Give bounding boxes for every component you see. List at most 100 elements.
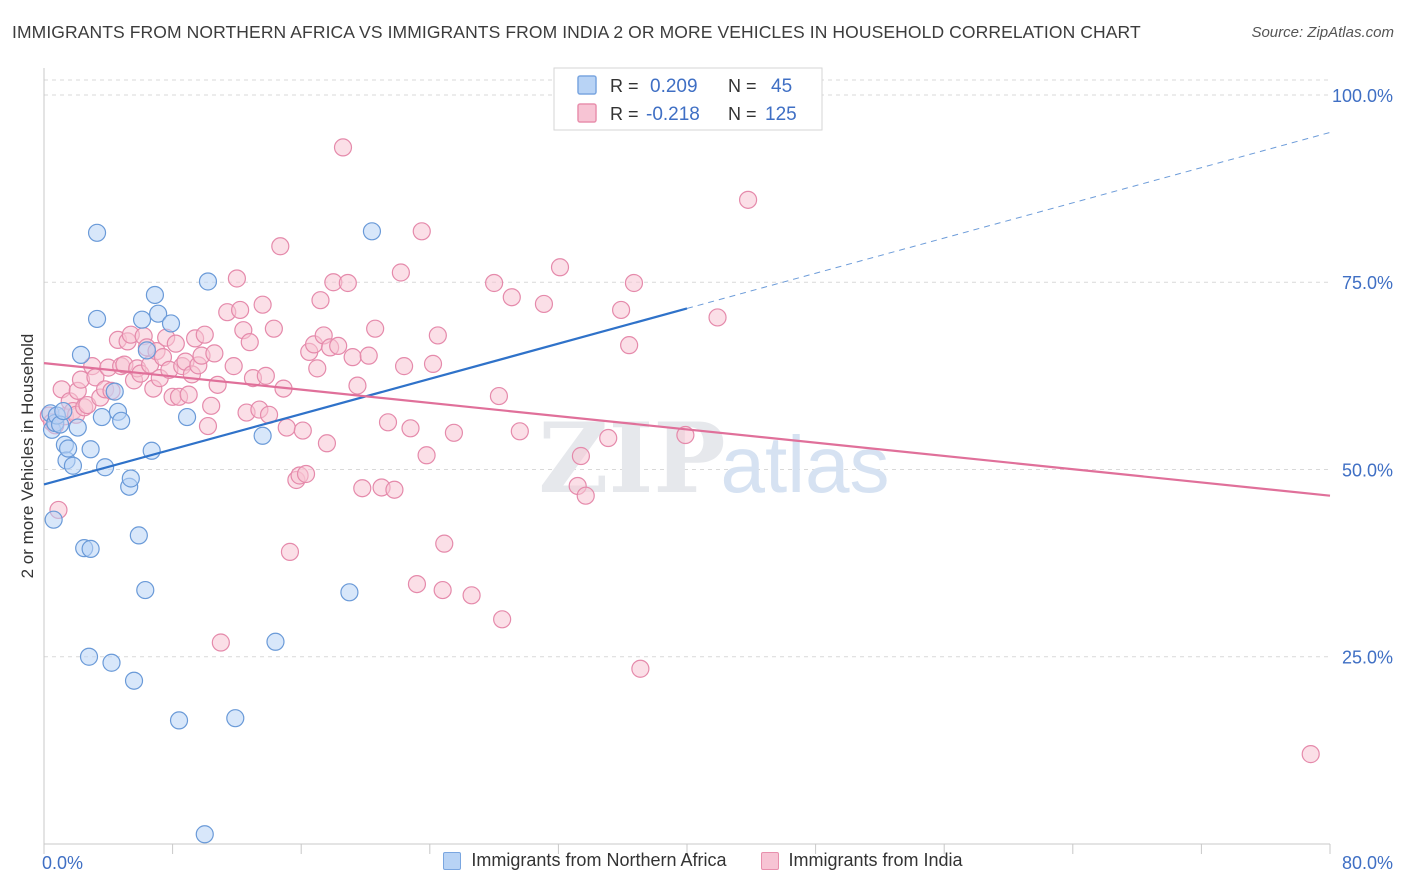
- india-point-91: [385, 480, 404, 499]
- india-point-53: [224, 357, 243, 376]
- india-point-88: [366, 319, 385, 338]
- india-point-93: [394, 357, 414, 376]
- northern-africa-point-26: [121, 469, 140, 488]
- india-point-103: [462, 586, 481, 605]
- india-point-104: [485, 273, 504, 293]
- legend-r-value-2: -0.218: [646, 104, 700, 125]
- india-point-67: [277, 418, 296, 437]
- india-point-50: [208, 375, 227, 394]
- northern-africa-point-43: [340, 583, 359, 602]
- india-point-48: [202, 396, 221, 415]
- india-point-71: [293, 421, 312, 440]
- india-point-99: [428, 326, 447, 345]
- india-point-62: [256, 366, 275, 385]
- india-point-121: [738, 190, 758, 209]
- northern-africa-point-39: [198, 272, 218, 291]
- india-point-113: [576, 486, 595, 505]
- northern-africa-point-17: [87, 309, 107, 329]
- india-point-46: [195, 325, 214, 344]
- chart-title: IMMIGRANTS FROM NORTHERN AFRICA VS IMMIG…: [12, 22, 1141, 42]
- correlation-legend-box: [553, 67, 823, 131]
- northern-africa-point-34: [149, 304, 168, 323]
- northern-africa-point-30: [137, 341, 156, 360]
- india-point-75: [308, 359, 327, 378]
- northern-africa-point-24: [112, 411, 131, 430]
- legend-r-label-1: R =: [610, 76, 639, 96]
- india-point-116: [620, 336, 639, 355]
- india-point-54: [227, 269, 246, 288]
- northern-africa-point-37: [177, 407, 197, 427]
- x-tick-label-start: 0.0%: [42, 853, 83, 873]
- india-point-112: [571, 446, 591, 466]
- india-point-37: [166, 334, 185, 353]
- legend-item-india: Immigrants from India: [760, 850, 963, 871]
- northern-africa-point-21: [102, 653, 121, 672]
- northern-africa-point-28: [129, 526, 148, 545]
- northern-africa-point-11: [68, 418, 87, 437]
- series-northern-africa-points: [41, 222, 382, 844]
- legend-label-india: Immigrants from India: [788, 850, 963, 870]
- india-point-47: [198, 416, 218, 436]
- northern-africa-point-9: [59, 439, 78, 458]
- legend-label-northern-africa: Immigrants from Northern Africa: [471, 850, 727, 870]
- india-point-58: [240, 333, 259, 352]
- trend-line-northern-africa-extension: [686, 131, 1331, 309]
- northern-africa-point-10: [63, 456, 83, 475]
- x-tick-label-end: 80.0%: [1342, 853, 1393, 873]
- india-point-65: [271, 237, 290, 256]
- india-point-115: [611, 300, 631, 320]
- legend-r-label-2: R =: [610, 104, 639, 124]
- northern-africa-point-22: [105, 382, 124, 401]
- india-point-97: [417, 446, 436, 465]
- india-point-68: [280, 542, 300, 561]
- y-tick-label-0: 25.0%: [1342, 648, 1393, 668]
- northern-africa-point-19: [92, 407, 111, 427]
- watermark: ZIP atlas: [538, 402, 889, 515]
- legend-r-value-1: 0.209: [650, 76, 698, 97]
- india-point-120: [708, 308, 727, 327]
- india-point-76: [311, 291, 330, 310]
- northern-africa-point-42: [266, 632, 285, 651]
- trend-line-india: [43, 362, 1331, 497]
- y-tick-label-3: 100.0%: [1332, 86, 1393, 106]
- y-tick-label-2: 75.0%: [1342, 273, 1393, 293]
- legend-swatch-blue: [577, 75, 597, 95]
- northern-africa-point-35: [161, 314, 181, 333]
- northern-africa-point-27: [124, 671, 144, 690]
- india-point-90: [378, 413, 398, 432]
- northern-africa-point-31: [136, 580, 155, 600]
- india-point-94: [401, 419, 420, 438]
- india-point-95: [407, 574, 427, 594]
- india-point-51: [211, 633, 230, 652]
- india-point-61: [253, 295, 272, 314]
- northern-africa-point-36: [169, 711, 189, 730]
- axes: 25.0% 50.0% 75.0% 100.0% 0.0% 80.0%: [42, 68, 1393, 873]
- india-point-107: [502, 288, 521, 307]
- northern-africa-point-38: [195, 825, 214, 844]
- northern-africa-point-16: [79, 647, 99, 666]
- legend-n-value-1: 45: [771, 76, 792, 97]
- legend-n-label-2: N =: [728, 104, 757, 124]
- india-point-78: [317, 434, 337, 453]
- northern-africa-point-33: [145, 285, 165, 305]
- legend-n-label-1: N =: [728, 76, 757, 96]
- legend-swatch-pink: [577, 103, 597, 123]
- india-point-41: [179, 385, 198, 404]
- india-point-108: [510, 422, 529, 441]
- india-point-98: [423, 354, 443, 373]
- india-point-122: [1301, 745, 1320, 764]
- legend-swatch-northern-africa: [443, 851, 462, 870]
- northern-africa-point-12: [71, 345, 91, 364]
- trend-lines: [43, 131, 1331, 497]
- india-point-83: [338, 273, 357, 293]
- india-point-82: [333, 138, 353, 157]
- northern-africa-point-15: [81, 539, 100, 558]
- watermark-zip: ZIP: [538, 402, 725, 515]
- watermark-atlas: atlas: [721, 420, 890, 509]
- india-point-114: [599, 428, 618, 448]
- india-point-87: [359, 346, 378, 365]
- india-point-49: [205, 344, 224, 363]
- legend-swatch-india: [760, 851, 779, 870]
- northern-africa-point-29: [132, 310, 152, 329]
- northern-africa-point-18: [87, 223, 107, 242]
